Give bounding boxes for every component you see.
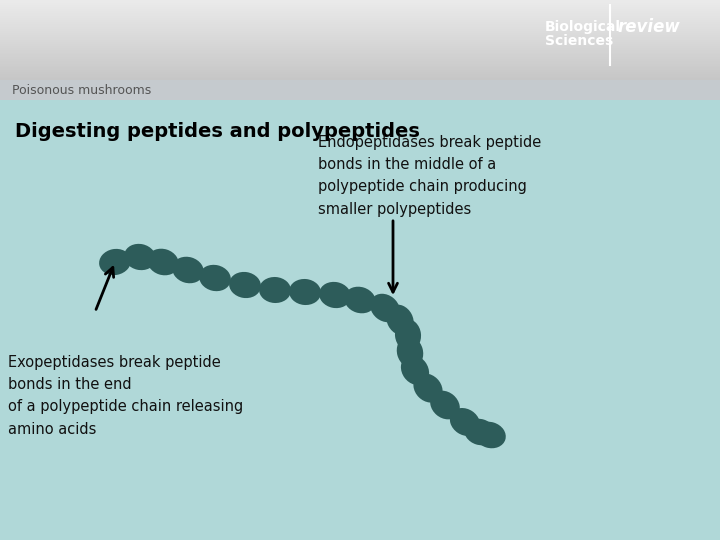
Ellipse shape: [430, 390, 460, 420]
Bar: [0, 80, 720, 100]
Ellipse shape: [229, 272, 261, 298]
Ellipse shape: [395, 319, 421, 351]
Ellipse shape: [386, 305, 414, 335]
Ellipse shape: [474, 422, 505, 448]
Ellipse shape: [148, 249, 179, 275]
Ellipse shape: [259, 277, 291, 303]
Ellipse shape: [319, 282, 351, 308]
Text: Poisonous mushrooms: Poisonous mushrooms: [12, 84, 151, 97]
Text: Sciences: Sciences: [545, 34, 613, 48]
Ellipse shape: [172, 256, 204, 284]
Bar: [0, 100, 720, 540]
Ellipse shape: [397, 336, 423, 368]
Ellipse shape: [370, 294, 400, 322]
Ellipse shape: [99, 249, 131, 275]
Ellipse shape: [413, 374, 443, 403]
Ellipse shape: [450, 408, 480, 436]
Text: Endopeptidases break peptide
bonds in the middle of a
polypeptide chain producin: Endopeptidases break peptide bonds in th…: [318, 135, 541, 217]
Text: Biological: Biological: [545, 20, 621, 34]
Text: Digesting peptides and polypeptides: Digesting peptides and polypeptides: [15, 122, 420, 141]
Ellipse shape: [344, 287, 376, 313]
Text: Exopeptidases break peptide
bonds in the end
of a polypeptide chain releasing
am: Exopeptidases break peptide bonds in the…: [8, 355, 243, 437]
Text: review: review: [617, 18, 680, 36]
Ellipse shape: [401, 355, 429, 385]
Ellipse shape: [289, 279, 321, 305]
Ellipse shape: [464, 418, 496, 445]
Ellipse shape: [124, 244, 156, 270]
Ellipse shape: [199, 265, 231, 291]
